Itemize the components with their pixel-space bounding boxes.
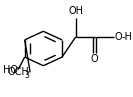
Text: O: O [115,32,122,42]
Text: HO: HO [3,65,18,74]
Text: OH: OH [68,6,83,16]
Text: O: O [91,54,99,64]
Text: OCH: OCH [8,67,30,77]
Text: 3: 3 [25,71,30,80]
Text: -H: -H [121,32,132,42]
